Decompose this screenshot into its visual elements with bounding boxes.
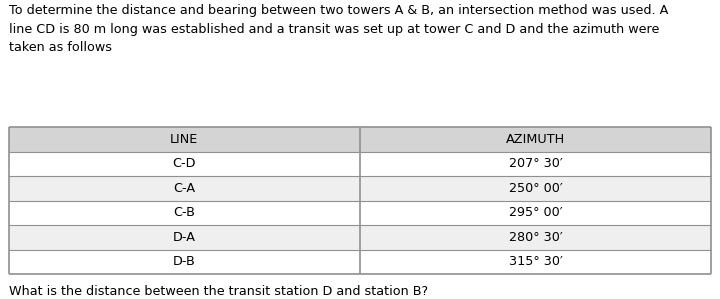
- Text: C-B: C-B: [174, 206, 195, 219]
- Bar: [360, 176, 711, 201]
- Bar: [360, 152, 711, 176]
- Text: 250° 00′: 250° 00′: [509, 182, 562, 195]
- Bar: [360, 127, 711, 152]
- Text: AZIMUTH: AZIMUTH: [506, 133, 565, 146]
- Text: C-A: C-A: [174, 182, 195, 195]
- Text: To determine the distance and bearing between two towers A & B, an intersection : To determine the distance and bearing be…: [9, 4, 668, 54]
- Bar: [9, 127, 360, 152]
- Bar: [360, 250, 711, 274]
- Text: D-B: D-B: [173, 255, 196, 269]
- Text: 280° 30′: 280° 30′: [509, 231, 562, 244]
- Bar: [360, 225, 711, 250]
- Bar: [9, 176, 360, 201]
- Bar: [9, 225, 360, 250]
- Bar: [9, 250, 360, 274]
- Text: LINE: LINE: [170, 133, 199, 146]
- Text: C-D: C-D: [173, 157, 196, 170]
- Text: D-A: D-A: [173, 231, 196, 244]
- Text: 295° 00′: 295° 00′: [509, 206, 562, 219]
- Text: 207° 30′: 207° 30′: [509, 157, 562, 170]
- Text: 315° 30′: 315° 30′: [509, 255, 562, 269]
- Bar: [9, 152, 360, 176]
- Bar: [9, 201, 360, 225]
- Bar: [360, 201, 711, 225]
- Text: What is the distance between the transit station D and station B?: What is the distance between the transit…: [9, 285, 428, 298]
